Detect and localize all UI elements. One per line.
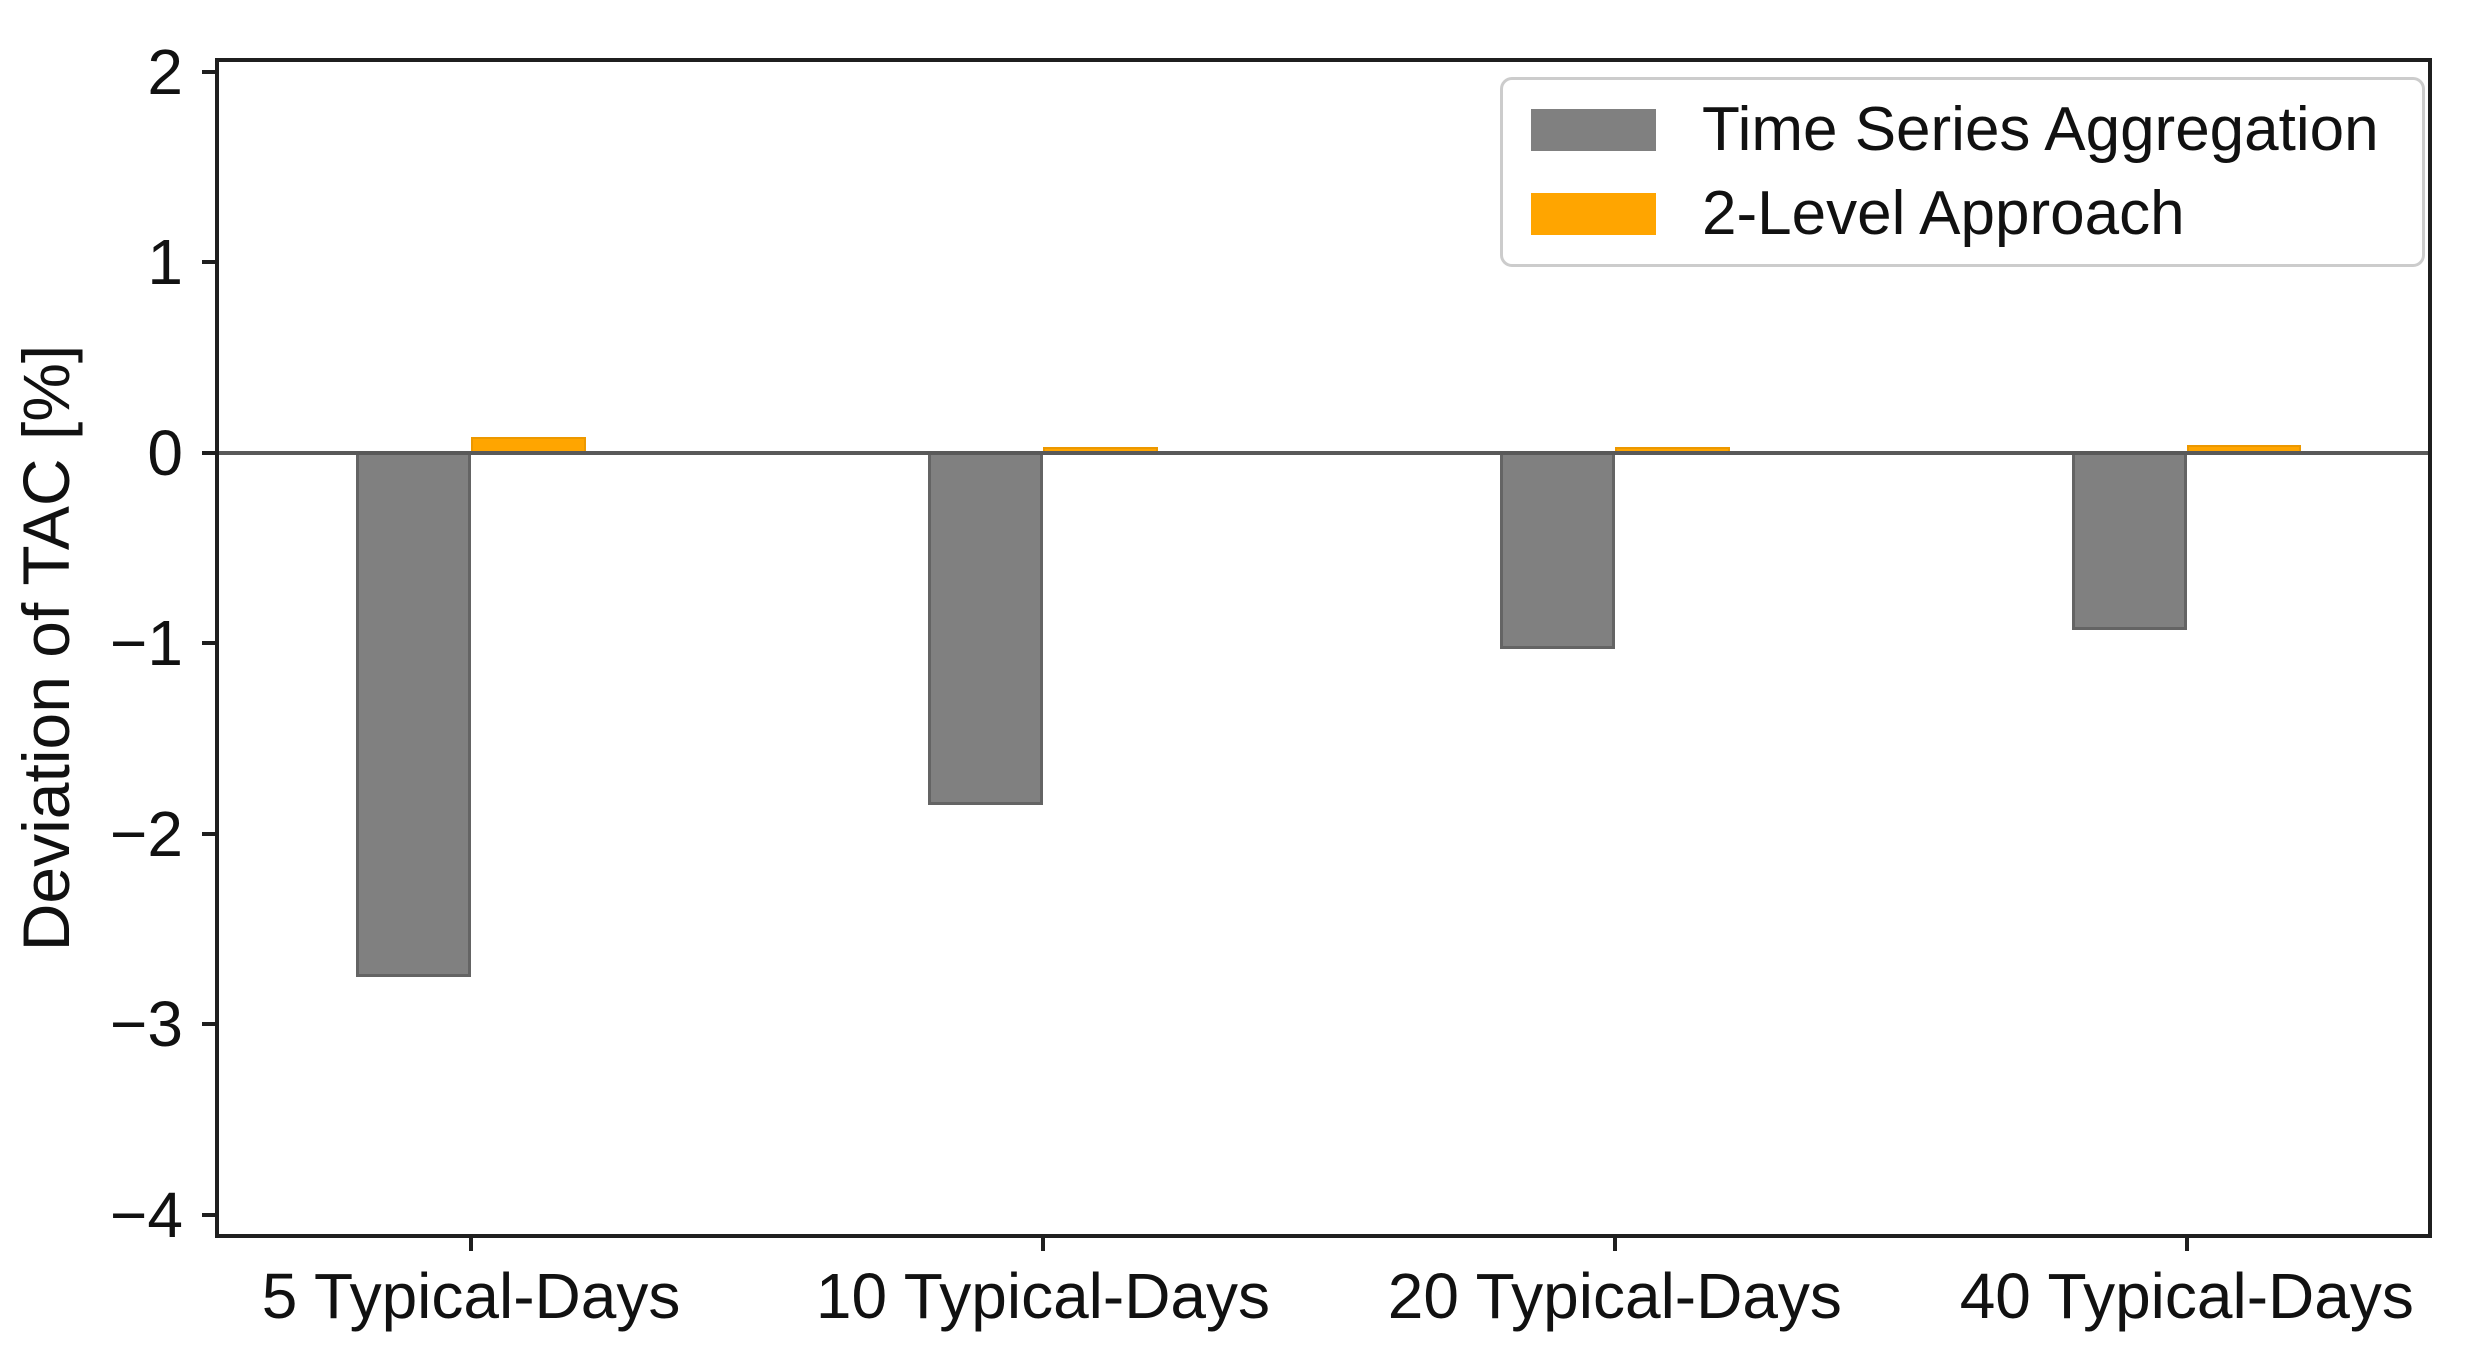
legend-swatch-orange <box>1531 193 1656 235</box>
y-tick-label: −4 <box>110 1178 183 1251</box>
x-tick-mark <box>1612 1234 1617 1251</box>
y-tick-mark <box>202 1022 219 1027</box>
x-tick-mark <box>1040 1234 1045 1251</box>
y-tick-label: 0 <box>147 416 183 489</box>
legend-item-2: 2-Level Approach <box>1531 183 2422 245</box>
y-tick-mark <box>202 69 219 74</box>
bar-2level-3 <box>1614 446 1730 453</box>
x-tick-label: 20 Typical-Days <box>1387 1260 1842 1332</box>
legend-label-1: Time Series Aggregation <box>1702 95 2379 164</box>
y-tick-label: −1 <box>110 607 183 680</box>
x-tick-mark <box>469 1234 474 1251</box>
y-tick-mark <box>202 1212 219 1217</box>
legend: Time Series Aggregation 2-Level Approach <box>1500 77 2425 267</box>
bar-tsa-3 <box>1500 452 1615 649</box>
bar-2level-1 <box>471 437 586 453</box>
y-tick-mark <box>202 831 219 836</box>
x-tick-label: 5 Typical-Days <box>261 1260 681 1332</box>
x-tick-label: 40 Typical-Days <box>1959 1260 2414 1332</box>
bar-2level-4 <box>2186 445 2302 453</box>
y-tick-label: 1 <box>147 226 183 299</box>
bar-tsa-2 <box>928 452 1043 806</box>
x-tick-label: 10 Typical-Days <box>815 1260 1271 1332</box>
zero-axis-line <box>219 450 2428 455</box>
legend-label-2: 2-Level Approach <box>1702 179 2185 248</box>
y-tick-mark <box>202 641 219 646</box>
y-axis-title: Deviation of TAC [%] <box>9 344 83 952</box>
bar-tsa-1 <box>356 452 472 977</box>
y-tick-mark <box>202 260 219 265</box>
legend-item-1: Time Series Aggregation <box>1531 99 2422 161</box>
bar-2level-2 <box>1042 446 1158 453</box>
y-tick-label: −2 <box>110 797 183 870</box>
legend-swatch-gray <box>1531 109 1656 151</box>
y-tick-mark <box>202 450 219 455</box>
x-tick-mark <box>2184 1234 2189 1251</box>
bar-tsa-4 <box>2072 452 2187 630</box>
y-tick-label: −3 <box>110 988 183 1061</box>
y-tick-label: 2 <box>147 35 183 108</box>
